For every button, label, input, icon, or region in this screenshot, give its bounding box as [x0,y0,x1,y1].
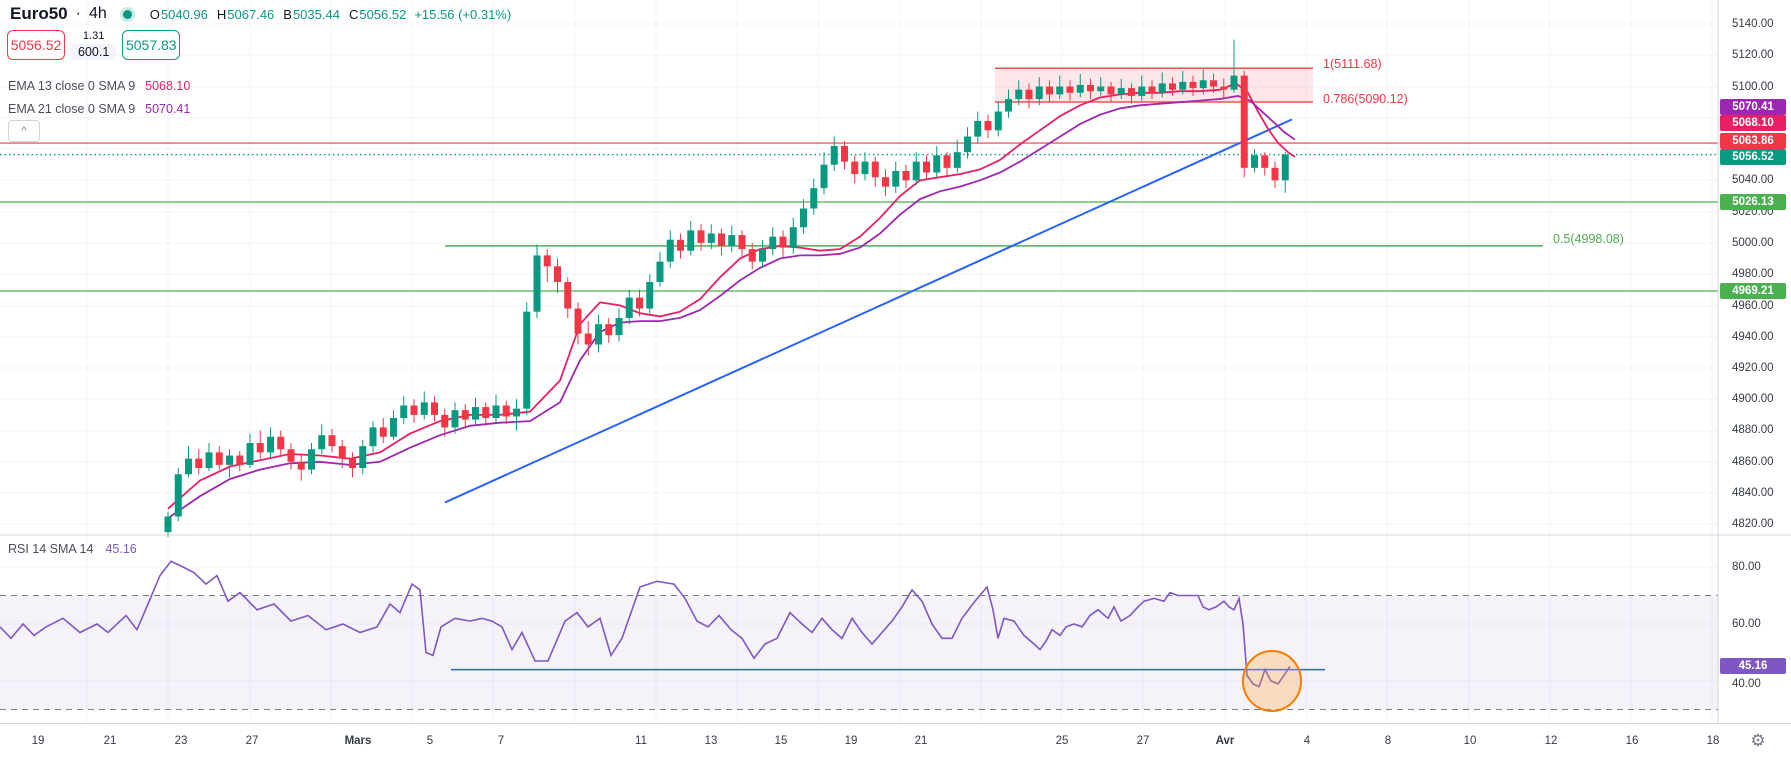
axis-price-label: 5040.00 [1732,174,1774,186]
axis-time-label: 27 [1136,735,1150,747]
axis-price-label: 5100.00 [1732,81,1774,93]
ohlc-item: H5067.46 [216,6,275,22]
ema13-label: EMA 13 close 0 SMA 9 [8,79,136,93]
axis-price-label: 80.00 [1732,561,1761,573]
settings-gear-icon[interactable]: ⚙ [1744,729,1772,753]
gear-glyph: ⚙ [1750,731,1766,750]
axis-time-label: 18 [1706,735,1720,747]
axis-time-label: 11 [635,735,647,747]
order-panel: 5056.52 1.31 600.1 5057.83 [7,30,181,60]
ema21-value: 5070.41 [145,102,191,116]
svg-text:1(5111.68): 1(5111.68) [1323,57,1382,71]
price-axis[interactable]: 5140.00 5120.00 5100.00 5040.00 5020.00 5000.… [1718,0,1791,723]
interval-label[interactable]: 4h [88,5,107,22]
axis-price-label: 4840.00 [1732,487,1774,499]
ohlc-item: O5040.96 [149,6,208,22]
axis-time-label: 21 [914,735,928,747]
horizontal-level-lines[interactable] [0,142,1718,292]
market-status-icon [122,9,132,19]
axis-time-label: 25 [1055,735,1069,747]
symbol-header[interactable]: Euro50 · 4h O5040.96 H5067.46 B5035.44 C505… [10,4,511,24]
axis-time-label: Avr [1215,735,1235,747]
change-value: +15.56 (+0.31%) [414,6,512,22]
indicator-legend-ema21[interactable]: EMA 21 close 0 SMA 9 5070.41 [8,102,190,116]
axis-time-label: 27 [245,735,259,747]
ohlc-item: B5035.44 [283,6,340,22]
axis-price-label: 4900.00 [1732,393,1774,405]
axis-time-label: 19 [31,735,45,747]
axis-price-badge: 5056.52 [1720,149,1786,165]
axis-time-label: 7 [497,735,505,747]
rsi-label: RSI 14 SMA 14 [8,542,94,556]
chevron-up-icon: ^ [21,125,27,137]
axis-price-badge: 5068.10 [1720,115,1786,131]
time-axis[interactable]: 19 21 23 27 Mars 5 7 11 13 15 19 21 25 27 Avr 4 8 10 12 16 1… [0,723,1791,759]
rsi-legend[interactable]: RSI 14 SMA 14 45.16 [8,542,137,556]
axis-time-label: 15 [774,735,788,747]
candles-layer [164,39,1289,537]
title-separator: · [75,5,81,22]
svg-text:0.786(5090.12): 0.786(5090.12) [1323,92,1408,106]
ema13-value: 5068.10 [145,79,191,93]
sell-button[interactable]: 5056.52 [7,30,65,60]
symbol-name[interactable]: Euro50 [10,4,68,23]
quantity-field[interactable]: 600.1 [71,44,117,60]
rsi-band [0,595,1718,710]
spread-quantity: 1.31 600.1 [69,30,118,60]
axis-price-badge: 45.16 [1720,658,1786,674]
ohlc-item: C5056.52 [348,6,407,22]
indicator-legend-ema13[interactable]: EMA 13 close 0 SMA 9 5068.10 [8,79,190,93]
ohlc-values: O5040.96 H5067.46 B5035.44 C5056.52 [150,7,407,22]
axis-time-label: 16 [1625,735,1639,747]
axis-price-label: 60.00 [1732,618,1761,630]
axis-time-label: 23 [174,735,188,747]
axis-price-label: 4940.00 [1732,331,1774,343]
axis-price-label: 5120.00 [1732,49,1774,61]
trendline[interactable] [444,118,1293,504]
axis-price-label: 4960.00 [1732,300,1774,312]
axis-price-label: 5140.00 [1732,18,1774,30]
collapse-legend-button[interactable]: ^ [8,120,40,142]
fib-retracement[interactable]: 1(5111.68) 0.786(5090.12) 0.5(4998.08) [445,57,1624,247]
rsi-value: 45.16 [105,542,137,556]
axis-time-label: 13 [704,735,718,747]
buy-button[interactable]: 5057.83 [122,30,181,60]
axis-price-label: 5000.00 [1732,237,1774,249]
axis-time-label: 10 [1463,735,1477,747]
rsi-plot [0,560,1291,688]
spread-value: 1.31 [82,30,105,42]
supply-zone[interactable] [995,67,1313,103]
axis-time-label: 4 [1303,735,1311,747]
axis-time-label: 8 [1384,735,1392,747]
axis-price-label: 4920.00 [1732,362,1774,374]
axis-price-label: 4820.00 [1732,518,1774,530]
rsi-highlight-circle[interactable] [1242,650,1302,712]
axis-time-label: 21 [103,735,117,747]
axis-price-badge: 5063.86 [1720,133,1786,149]
axis-time-label: Mars [344,735,372,747]
axis-price-label: 40.00 [1732,678,1761,690]
axis-price-badge: 4969.21 [1720,283,1786,299]
ema-lines [167,82,1296,519]
axis-time-label: 5 [426,735,434,747]
axis-time-label: 12 [1544,735,1558,747]
svg-text:0.5(4998.08): 0.5(4998.08) [1553,232,1624,246]
axis-time-label: 19 [844,735,858,747]
axis-price-label: 4980.00 [1732,268,1774,280]
axis-price-badge: 5070.41 [1720,99,1786,115]
axis-price-badge: 5026.13 [1720,194,1786,210]
axis-price-label: 4880.00 [1732,424,1774,436]
ema21-label: EMA 21 close 0 SMA 9 [8,102,136,116]
axis-price-label: 4860.00 [1732,456,1774,468]
